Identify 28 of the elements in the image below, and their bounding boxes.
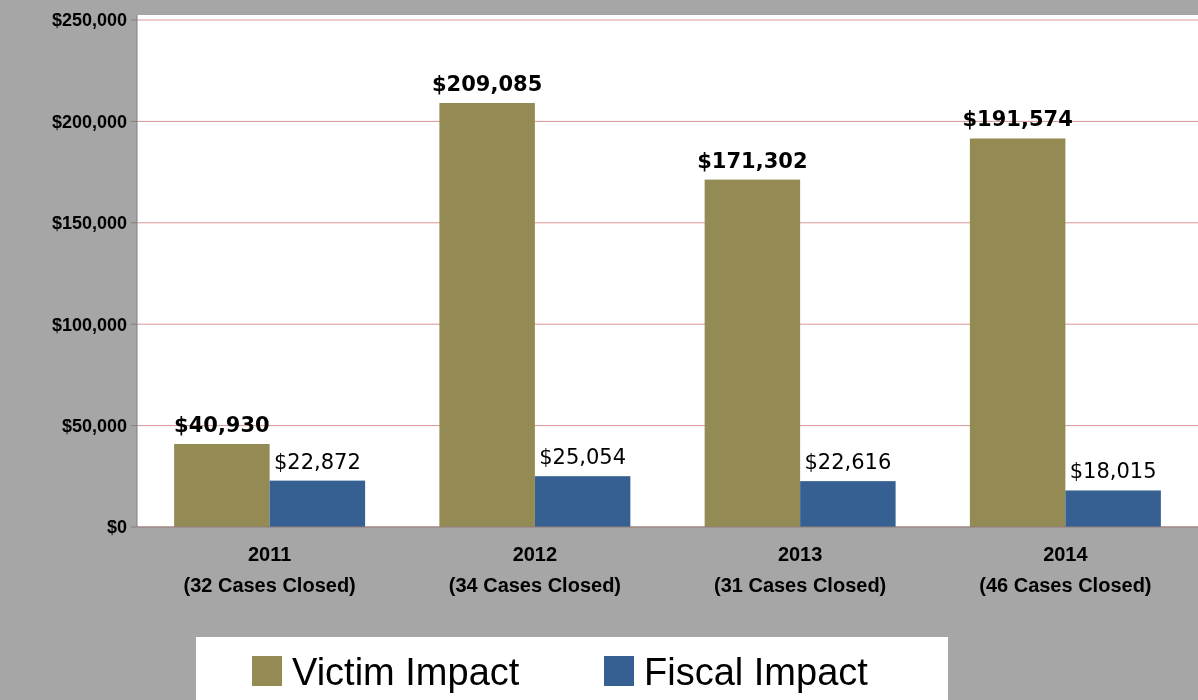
legend-label: Victim Impact [292,651,520,694]
y-tick-label: $200,000 [51,111,127,132]
y-tick-label: $150,000 [51,213,127,234]
legend-label: Fiscal Impact [644,651,869,694]
data-label: $25,054 [539,445,627,470]
bar [174,443,270,527]
y-tick-label: $100,000 [51,314,127,335]
bar [969,138,1066,527]
x-tick-label: 2012 (34 Cases Closed) [448,543,622,596]
y-tick-label: $50,000 [61,415,127,436]
data-label: $22,616 [804,450,892,475]
bar [1065,490,1161,527]
data-label: $22,872 [273,449,361,474]
data-label: $40,930 [174,412,270,437]
y-tick-label: $0 [106,517,127,538]
bar [704,179,801,527]
bar [534,476,631,527]
x-tick-label: 2014 (46 Cases Closed) [979,543,1152,596]
bar [439,102,535,527]
y-tick-label: $250,000 [51,10,127,31]
data-label: $191,574 [962,107,1073,132]
bar [800,481,896,527]
data-label: $18,015 [1069,459,1157,484]
bar [269,480,366,527]
data-label: $171,302 [697,148,808,173]
data-label: $209,085 [432,71,543,96]
x-tick-label: 2011 (32 Cases Closed) [183,543,356,596]
x-tick-label: 2013 (31 Cases Closed) [713,543,887,596]
